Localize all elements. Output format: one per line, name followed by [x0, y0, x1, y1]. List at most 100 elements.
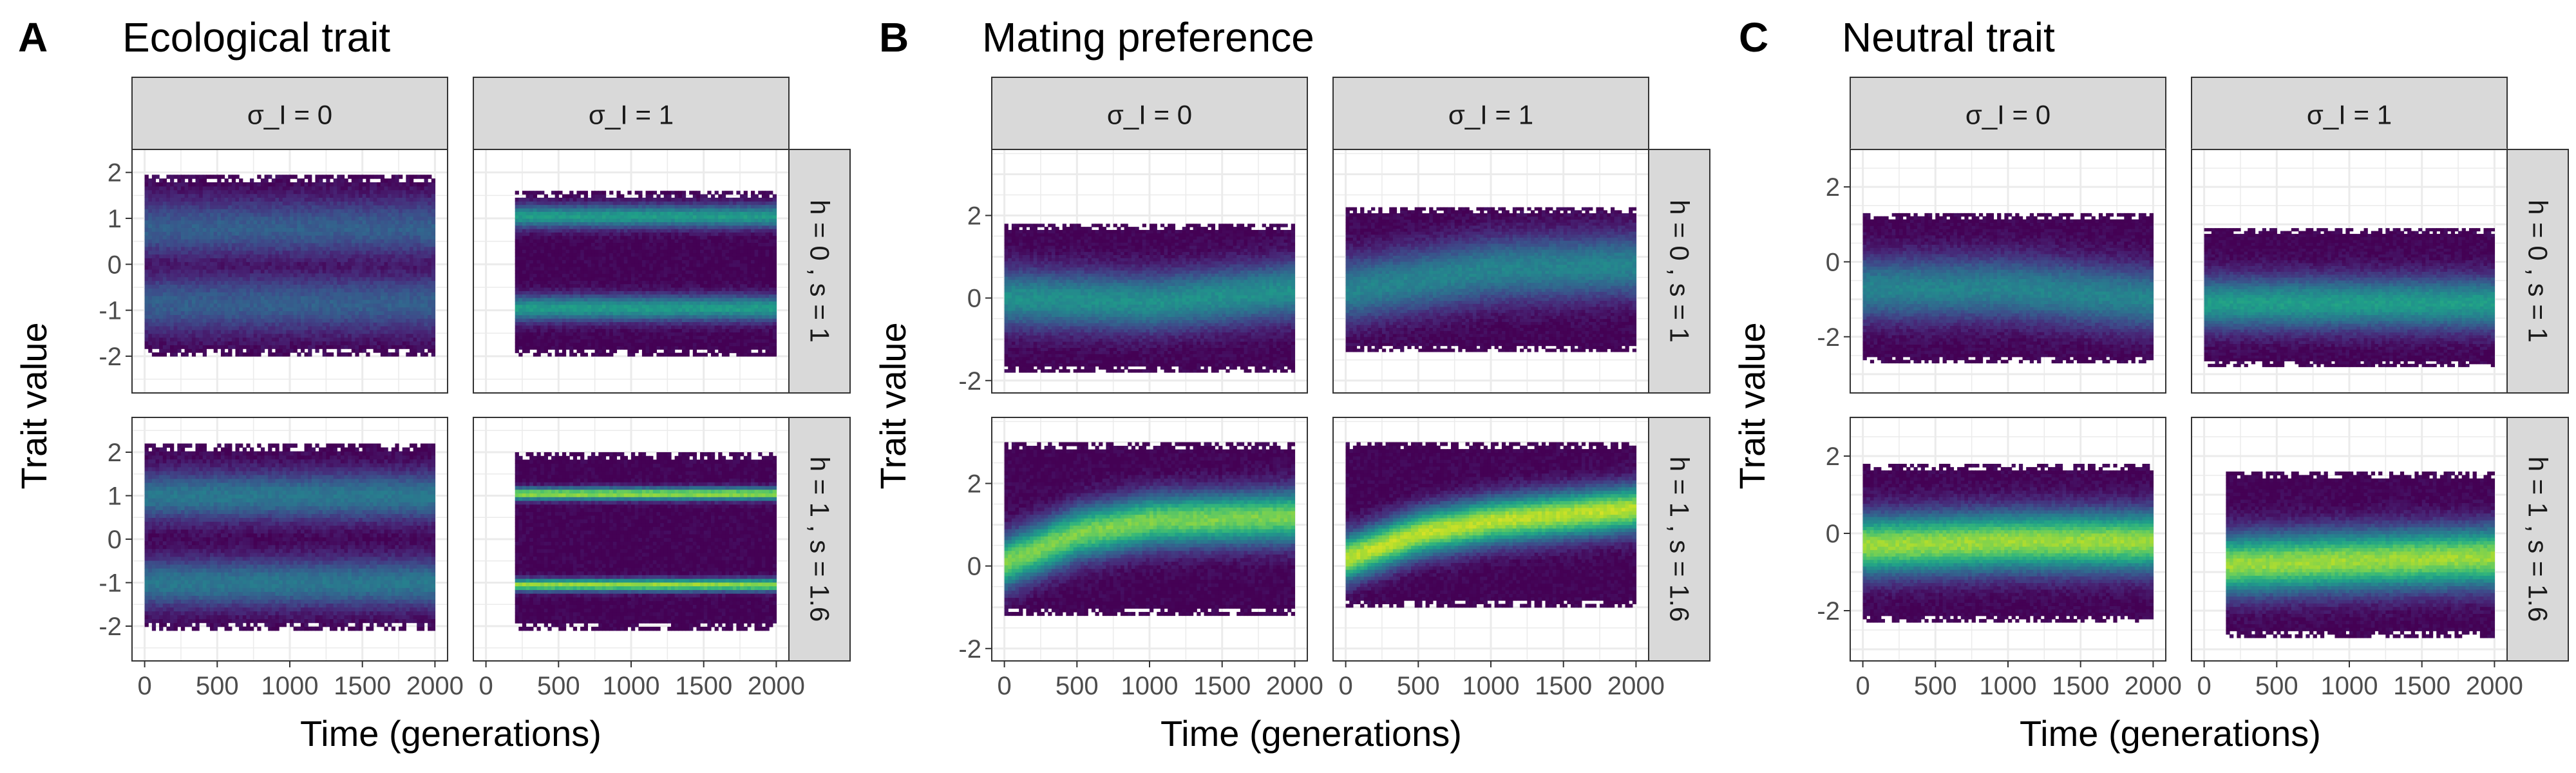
- heatmap-cell: [279, 258, 283, 262]
- heatmap-cell: [359, 284, 363, 288]
- heatmap-cell: [377, 213, 381, 216]
- heatmap-cell: [366, 194, 370, 198]
- heatmap-cell: [297, 243, 301, 247]
- heatmap-cell: [156, 235, 160, 239]
- heatmap-cell: [377, 318, 381, 322]
- heatmap-cell: [257, 186, 261, 190]
- heatmap-cell: [305, 231, 308, 235]
- heatmap-cell: [250, 300, 254, 303]
- heatmap-cell: [170, 348, 174, 352]
- heatmap-cell: [305, 284, 308, 288]
- heatmap-cell: [239, 300, 243, 303]
- heatmap-cell: [334, 303, 337, 307]
- heatmap-cell: [225, 314, 229, 318]
- heatmap-cell: [195, 235, 199, 239]
- heatmap-cell: [203, 334, 207, 338]
- heatmap-cell: [355, 311, 359, 315]
- heatmap-cell: [370, 326, 374, 330]
- heatmap-cell: [377, 269, 381, 273]
- heatmap-cell: [345, 303, 348, 307]
- heatmap-cell: [254, 284, 258, 288]
- heatmap-cell: [177, 205, 181, 209]
- heatmap-cell: [243, 345, 247, 348]
- heatmap-cell: [217, 220, 221, 224]
- heatmap-cell: [312, 265, 316, 269]
- heatmap-cell: [145, 314, 149, 318]
- heatmap-cell: [305, 296, 308, 300]
- heatmap-cell: [261, 258, 265, 262]
- heatmap-cell: [279, 311, 283, 315]
- heatmap-cell: [214, 216, 218, 220]
- heatmap-cell: [334, 273, 337, 277]
- heatmap-cell: [210, 227, 214, 231]
- heatmap-cell: [246, 186, 250, 190]
- heatmap-cell: [275, 307, 279, 311]
- heatmap-cell: [363, 341, 366, 345]
- heatmap-cell: [217, 334, 221, 338]
- heatmap-cell: [283, 284, 287, 288]
- heatmap-cell: [381, 311, 384, 315]
- heatmap-cell: [174, 348, 178, 352]
- heatmap-cell: [210, 186, 214, 190]
- heatmap-cell: [363, 322, 366, 326]
- heatmap-cell: [170, 251, 174, 254]
- heatmap-cell: [305, 209, 308, 213]
- heatmap-cell: [228, 186, 232, 190]
- heatmap-cell: [305, 288, 308, 292]
- heatmap-cell: [163, 235, 167, 239]
- heatmap-cell: [145, 258, 149, 262]
- heatmap-cell: [355, 296, 359, 300]
- heatmap-cell: [319, 330, 323, 334]
- heatmap-cell: [275, 258, 279, 262]
- heatmap-cell: [348, 322, 352, 326]
- heatmap-cell: [261, 281, 265, 285]
- heatmap-cell: [203, 330, 207, 334]
- heatmap-cell: [166, 235, 170, 239]
- heatmap-cell: [225, 235, 229, 239]
- heatmap-cell: [221, 213, 225, 216]
- heatmap-cell: [156, 292, 160, 296]
- heatmap-cell: [279, 178, 283, 182]
- heatmap-cell: [312, 235, 316, 239]
- heatmap-cell: [290, 258, 294, 262]
- heatmap-cell: [181, 175, 185, 178]
- heatmap-cell: [195, 288, 199, 292]
- heatmap-cell: [203, 318, 207, 322]
- heatmap-cell: [377, 247, 381, 251]
- heatmap-cell: [177, 288, 181, 292]
- heatmap-cell: [199, 235, 203, 239]
- heatmap-cell: [250, 288, 254, 292]
- heatmap-cell: [166, 330, 170, 334]
- heatmap-cell: [232, 322, 236, 326]
- heatmap-cell: [366, 247, 370, 251]
- heatmap-cell: [319, 338, 323, 341]
- heatmap-cell: [374, 296, 377, 300]
- heatmap-cell: [297, 190, 301, 194]
- heatmap-cell: [275, 303, 279, 307]
- heatmap-cell: [377, 194, 381, 198]
- heatmap-cell: [374, 258, 377, 262]
- heatmap-cell: [239, 194, 243, 198]
- heatmap-cell: [159, 341, 163, 345]
- heatmap-cell: [174, 197, 178, 201]
- heatmap-cell: [228, 348, 232, 352]
- heatmap-cell: [377, 326, 381, 330]
- heatmap-cell: [195, 209, 199, 213]
- heatmap-cell: [206, 186, 210, 190]
- heatmap-cell: [239, 322, 243, 326]
- heatmap-cell: [290, 194, 294, 198]
- heatmap-cell: [206, 307, 210, 311]
- heatmap-cell: [185, 288, 189, 292]
- heatmap-cell: [163, 209, 167, 213]
- heatmap-cell: [181, 288, 185, 292]
- heatmap-cell: [174, 224, 178, 228]
- heatmap-cell: [235, 296, 239, 300]
- heatmap-cell: [330, 254, 334, 258]
- heatmap-cell: [185, 231, 189, 235]
- heatmap-cell: [210, 284, 214, 288]
- heatmap-cell: [348, 175, 352, 178]
- heatmap-cell: [192, 303, 196, 307]
- heatmap-cell: [188, 216, 192, 220]
- heatmap-cell: [225, 300, 229, 303]
- heatmap-cell: [363, 213, 366, 216]
